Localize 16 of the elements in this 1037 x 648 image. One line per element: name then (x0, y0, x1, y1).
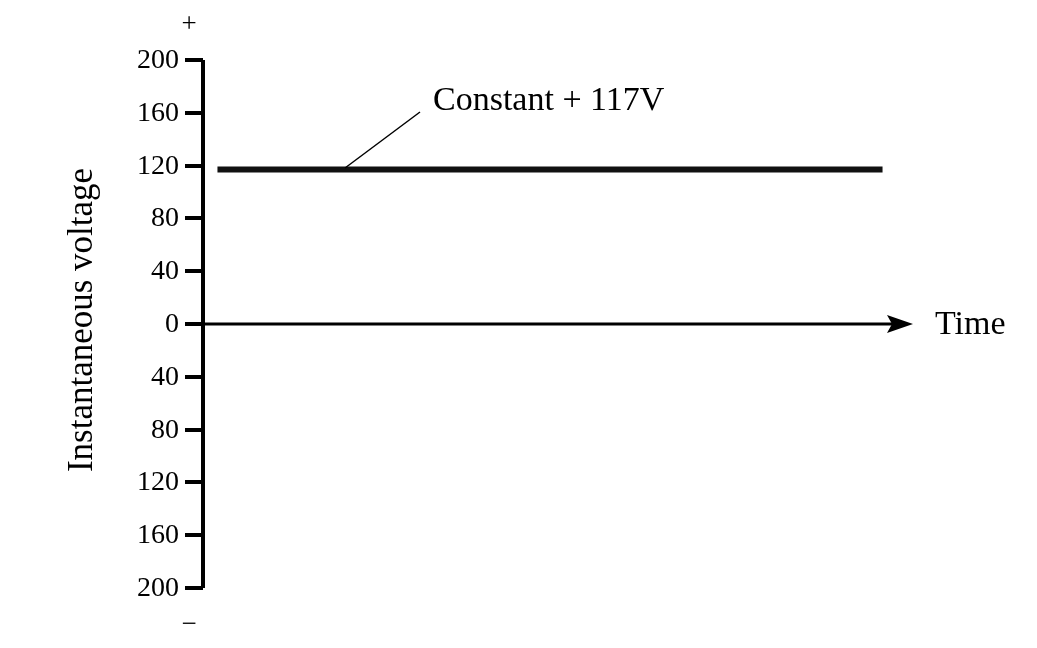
y-tick-label: 0 (165, 307, 179, 338)
y-tick-label: 120 (137, 465, 179, 497)
y-tick-label: 80 (151, 201, 179, 233)
y-tick-label: 200 (137, 571, 179, 602)
y-tick-label: 40 (151, 254, 179, 286)
y-tick-label: 160 (137, 518, 179, 550)
y-tick-label: 80 (151, 412, 179, 444)
text: + (181, 8, 197, 38)
y-axis-title: Instantaneous voltage (61, 167, 100, 473)
text: − (181, 608, 197, 638)
y-tick-label: 200 (137, 43, 179, 74)
y-tick-label: 120 (137, 148, 179, 180)
y-tick-label: 40 (151, 359, 179, 391)
y-tick-label: 160 (137, 95, 179, 127)
x-axis-title: Time (935, 304, 1006, 341)
annotation: Constant + 117V (433, 80, 665, 117)
